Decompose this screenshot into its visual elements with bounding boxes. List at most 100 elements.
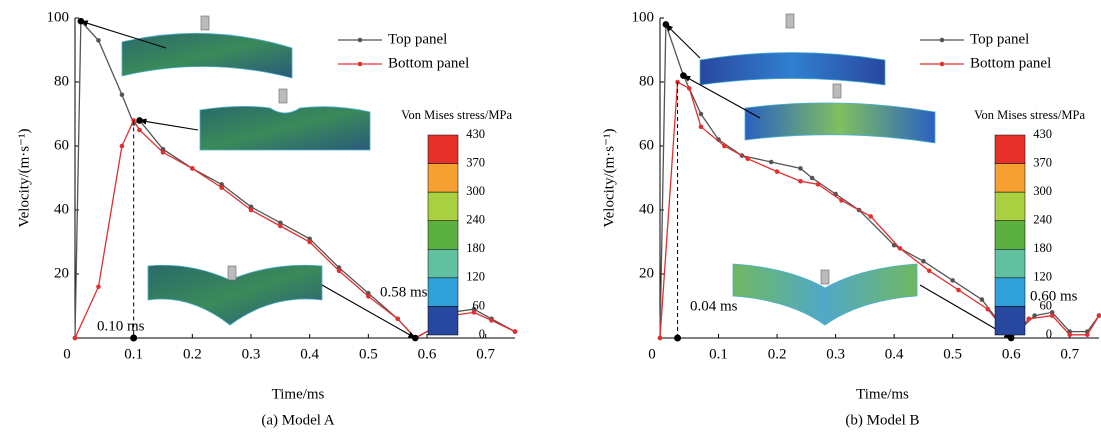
data-point (868, 214, 873, 219)
x-axis-label: Time/ms (856, 386, 909, 402)
data-point (219, 185, 224, 190)
data-point (1026, 317, 1031, 322)
colorbar-swatch (428, 249, 458, 278)
chart-caption: (a) Model A (261, 412, 334, 428)
y-tick-label: 100 (632, 9, 655, 25)
x-tick-label: 0.4 (885, 346, 904, 362)
legend-marker (358, 62, 363, 67)
colorbar-swatch (428, 221, 458, 250)
drop-point (674, 335, 681, 342)
colorbar-tick-label: 60 (1040, 298, 1053, 312)
colorbar-swatch (428, 306, 458, 335)
data-point (120, 144, 125, 149)
arrow-target (78, 18, 85, 25)
x-tick-label: 0.2 (768, 346, 787, 362)
data-point (278, 224, 283, 229)
data-point (1067, 333, 1072, 338)
colorbar-tick-label: 430 (1033, 127, 1052, 141)
colorbar-tick-label: 240 (1033, 213, 1052, 227)
data-point (137, 128, 142, 133)
colorbar-swatch (995, 249, 1025, 278)
colorbar-tick-label: 180 (466, 241, 485, 255)
data-point (96, 38, 101, 43)
impactor (833, 84, 841, 98)
y-tick-label: 20 (54, 265, 69, 281)
impactor (786, 14, 794, 28)
data-point (980, 297, 985, 302)
data-point (489, 318, 494, 323)
data-point (722, 144, 727, 149)
data-point (699, 125, 704, 130)
data-point (658, 336, 663, 341)
data-point (366, 294, 371, 299)
arrow-target (1008, 335, 1015, 342)
chart-caption: (b) Model B (845, 412, 919, 428)
colorbar-tick-label: 370 (1033, 155, 1052, 169)
data-point (985, 307, 990, 312)
colorbar-title: Von Mises stress/MPa (401, 108, 512, 122)
impactor (279, 89, 287, 103)
arrow-target (136, 117, 143, 124)
data-point (816, 182, 821, 187)
colorbar-swatch (995, 221, 1025, 250)
colorbar-swatch (995, 164, 1025, 193)
colorbar-tick-label: 240 (466, 213, 485, 227)
data-point (921, 259, 926, 264)
x-axis-label: Time/ms (272, 386, 325, 402)
colorbar-tick-label: 300 (1033, 184, 1052, 198)
y-tick-label: 20 (639, 265, 654, 281)
data-point (307, 240, 312, 245)
y-tick-label: 100 (47, 9, 70, 25)
fe-model-image (122, 33, 292, 78)
data-point (950, 278, 955, 283)
data-point (395, 317, 400, 322)
colorbar-title: Von Mises stress/MPa (974, 108, 1085, 122)
x-tick-label: 0.2 (183, 346, 202, 362)
data-point (687, 86, 692, 91)
legend-marker (940, 38, 945, 43)
legend-marker (940, 62, 945, 67)
data-point (73, 336, 78, 341)
data-point (1085, 333, 1090, 338)
colorbar-tick-label: 180 (1033, 241, 1052, 255)
arrow-target (663, 21, 670, 28)
data-point (161, 150, 166, 155)
legend-label: Top panel (970, 31, 1029, 47)
figure: 00.10.20.30.40.50.60.720406080100Time/ms… (0, 0, 1101, 435)
data-point (839, 198, 844, 203)
x-tick-label: 0.1 (124, 346, 143, 362)
x-tick-label: 0.6 (418, 346, 437, 362)
x-tick-label: 0.7 (476, 346, 495, 362)
legend-label: Top panel (388, 31, 447, 47)
y-tick-label: 40 (639, 201, 654, 217)
y-tick-label: 80 (54, 73, 69, 89)
data-point (96, 285, 101, 290)
colorbar-tick-label: 120 (1033, 270, 1052, 284)
impactor (228, 266, 236, 280)
colorbar-tick-label: 430 (466, 127, 485, 141)
annotation: 0.60 ms (1030, 288, 1078, 304)
legend-label: Bottom panel (970, 55, 1051, 71)
drop-point (130, 335, 137, 342)
y-tick-label: 40 (54, 201, 69, 217)
colorbar-swatch (995, 135, 1025, 164)
fe-model-image (200, 106, 370, 150)
colorbar-swatch (428, 164, 458, 193)
colorbar-swatch (995, 192, 1025, 221)
colorbar-swatch (428, 135, 458, 164)
data-point (898, 246, 903, 251)
colorbar-tick-label: 300 (466, 184, 485, 198)
annotation: 0.58 ms (380, 284, 428, 300)
impactor (201, 16, 209, 30)
fe-model-image (700, 53, 885, 86)
colorbar-tick-label: 370 (466, 155, 485, 169)
x-tick-label: 0.3 (826, 346, 845, 362)
data-point (513, 329, 518, 334)
colorbar-tick-label: 60 (473, 298, 486, 312)
data-point (337, 269, 342, 274)
x-tick-label: 0.7 (1060, 346, 1079, 362)
data-point (769, 160, 774, 165)
annotation: 0.10 ms (97, 318, 145, 334)
colorbar-swatch (995, 306, 1025, 335)
